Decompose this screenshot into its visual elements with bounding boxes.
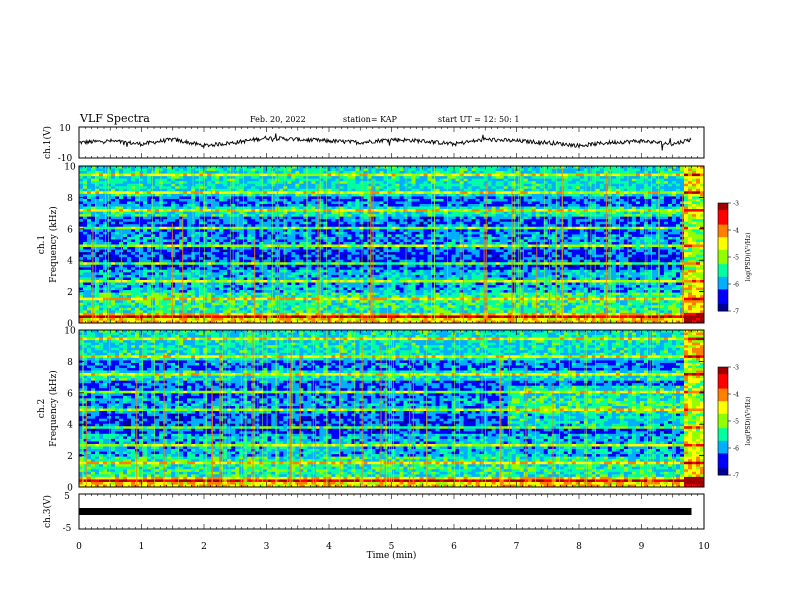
- cbar1-tick: -5: [733, 255, 739, 262]
- time-axis: 0 1 2 3 4 5 6 7 8 9 10 Time (min): [76, 542, 710, 561]
- x-tick-label: 10: [698, 542, 710, 552]
- spec2-panel-ylabel-channel: ch.2: [37, 399, 47, 418]
- date-label: Feb. 20, 2022: [250, 115, 306, 124]
- x-tick-label: 8: [576, 542, 582, 552]
- ch1-waveform-panel: 10 -10 ch.1(V): [42, 124, 705, 164]
- spec1-panel-ytick: 2: [67, 288, 73, 298]
- cbar1-tick: -4: [733, 228, 739, 235]
- station-label: station= KAP: [343, 115, 397, 124]
- spec1-panel-ylabel-channel: ch.1: [37, 235, 47, 254]
- spec1-panel-ytick: 6: [67, 225, 73, 235]
- spec2-panel-cells: [79, 330, 705, 488]
- spec2-panel-ytick: 6: [67, 389, 73, 399]
- ch1-ytick-bottom: -10: [58, 154, 73, 164]
- cbar2-label: log(PSD)(V²/Hz): [745, 397, 752, 446]
- spec2-panel-ytick: 10: [64, 327, 76, 337]
- cbar1-gradient: [718, 203, 728, 312]
- ch3-ytick-top: 5: [64, 492, 70, 502]
- spec1-panel-ytick: 10: [64, 163, 76, 173]
- cbar1-tick: -6: [733, 282, 739, 289]
- cbar1-tick: -7: [733, 309, 739, 316]
- colorbar-ch1: -3 -4 -5 -6 -7 log(PSD)(V²/Hz): [717, 201, 752, 316]
- ch3-signal-band: [79, 508, 692, 515]
- spec2-panel-ytick: 2: [67, 452, 73, 462]
- x-tick-label: 2: [201, 542, 207, 552]
- cbar1-tick: -3: [733, 201, 739, 208]
- spec1-panel-ytick: 8: [67, 194, 73, 204]
- spec1-panel-ytick: 0: [67, 320, 73, 330]
- spec1-panel-impulses: [92, 166, 684, 323]
- ch1-spectrogram-panel: 0 2 4 6 8 10 ch.1 Frequency (kHz): [37, 163, 705, 330]
- ch1-waveform-ylabel: ch.1(V): [42, 126, 53, 159]
- cbar2-tick: -5: [733, 419, 739, 426]
- cbar2-tick: -7: [733, 473, 739, 480]
- x-tick-label: 4: [326, 542, 332, 552]
- x-tick-label: 6: [451, 542, 457, 552]
- ch3-signal-panel: 5 -5 ch.3(V): [42, 492, 705, 534]
- cbar2-tick: -6: [733, 446, 739, 453]
- cbar2-tick: -3: [733, 365, 739, 372]
- spec2-panel-ytick: 4: [67, 421, 73, 431]
- ch1-ytick-top: 10: [59, 124, 71, 134]
- x-tick-label: 9: [639, 542, 645, 552]
- start-time-label: start UT = 12: 50: 1: [438, 115, 519, 124]
- spec2-panel-ytick: 8: [67, 358, 73, 368]
- spec1-panel-ytick: 4: [67, 257, 73, 267]
- cbar2-tick: -4: [733, 392, 739, 399]
- cbar1-label: log(PSD)(V²/Hz): [745, 233, 752, 282]
- colorbar-ch2: -3 -4 -5 -6 -7 log(PSD)(V²/Hz): [717, 365, 752, 480]
- x-tick-label: 0: [76, 542, 82, 552]
- x-tick-label: 5: [389, 542, 395, 552]
- ch3-ytick-bottom: -5: [63, 524, 72, 534]
- x-tick-label: 1: [139, 542, 145, 552]
- x-tick-label: 3: [264, 542, 270, 552]
- spec1-panel-ylabel-freq: Frequency (kHz): [48, 206, 59, 283]
- chart-title: VLF Spectra: [80, 112, 150, 125]
- x-axis-label: Time (min): [367, 550, 417, 561]
- ch1-waveform-line: [79, 133, 692, 151]
- ch3-ylabel: ch.3(V): [42, 495, 53, 528]
- spec2-panel-ytick: 0: [67, 484, 73, 494]
- spec2-panel-ylabel-freq: Frequency (kHz): [48, 370, 59, 447]
- ch2-spectrogram-panel: 0 2 4 6 8 10 ch.2 Frequency (kHz): [37, 327, 705, 494]
- spec2-panel-impulses: [82, 330, 675, 487]
- cbar2-gradient: [718, 367, 728, 476]
- x-tick-label: 7: [514, 542, 520, 552]
